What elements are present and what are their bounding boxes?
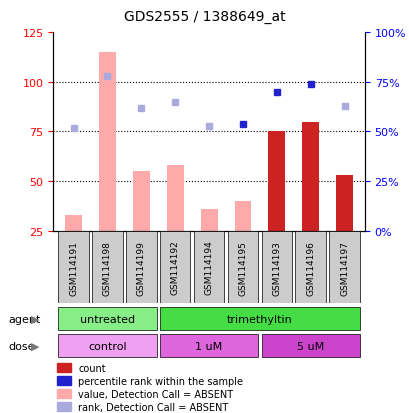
Bar: [57, 363, 71, 373]
Bar: [133, 172, 149, 231]
Text: control: control: [88, 341, 126, 351]
FancyBboxPatch shape: [328, 231, 359, 304]
FancyBboxPatch shape: [295, 231, 325, 304]
Text: 5 uM: 5 uM: [297, 341, 324, 351]
FancyBboxPatch shape: [160, 231, 190, 304]
Bar: [57, 389, 71, 398]
Bar: [166, 166, 183, 231]
FancyBboxPatch shape: [58, 334, 156, 357]
Text: count: count: [78, 363, 106, 373]
FancyBboxPatch shape: [160, 307, 359, 330]
Text: GSM114191: GSM114191: [69, 240, 78, 295]
Text: GSM114195: GSM114195: [238, 240, 247, 295]
FancyBboxPatch shape: [126, 231, 156, 304]
Text: value, Detection Call = ABSENT: value, Detection Call = ABSENT: [78, 389, 233, 399]
Bar: [301, 122, 318, 231]
Text: GSM114199: GSM114199: [137, 240, 146, 295]
Bar: [57, 402, 71, 411]
Bar: [200, 209, 217, 231]
Text: rank, Detection Call = ABSENT: rank, Detection Call = ABSENT: [78, 401, 228, 411]
Text: percentile rank within the sample: percentile rank within the sample: [78, 376, 243, 386]
FancyBboxPatch shape: [193, 231, 224, 304]
Bar: [65, 216, 82, 231]
FancyBboxPatch shape: [58, 231, 89, 304]
FancyBboxPatch shape: [160, 334, 258, 357]
Text: GSM114192: GSM114192: [170, 240, 179, 295]
Text: trimethyltin: trimethyltin: [227, 314, 292, 324]
Text: ▶: ▶: [31, 314, 40, 324]
Text: GSM114193: GSM114193: [272, 240, 281, 295]
FancyBboxPatch shape: [227, 231, 258, 304]
Text: dose: dose: [8, 341, 35, 351]
FancyBboxPatch shape: [261, 231, 291, 304]
FancyBboxPatch shape: [261, 334, 359, 357]
Text: GSM114196: GSM114196: [306, 240, 315, 295]
Text: GSM114197: GSM114197: [339, 240, 348, 295]
Text: GDS2555 / 1388649_at: GDS2555 / 1388649_at: [124, 10, 285, 24]
FancyBboxPatch shape: [92, 231, 122, 304]
Bar: [234, 202, 251, 231]
Text: 1 uM: 1 uM: [195, 341, 222, 351]
Text: ▶: ▶: [31, 341, 40, 351]
Bar: [268, 132, 285, 231]
Bar: [335, 176, 352, 231]
Text: agent: agent: [8, 314, 40, 324]
Bar: [99, 53, 116, 231]
Text: GSM114198: GSM114198: [103, 240, 112, 295]
Bar: [57, 376, 71, 385]
Text: untreated: untreated: [80, 314, 135, 324]
FancyBboxPatch shape: [58, 307, 156, 330]
Text: GSM114194: GSM114194: [204, 240, 213, 295]
